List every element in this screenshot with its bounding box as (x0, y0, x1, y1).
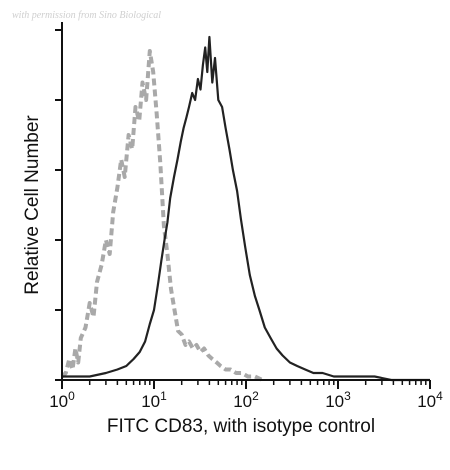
x-tick-label: 104 (417, 389, 443, 411)
watermark: with permission from Sino Biological (12, 10, 162, 21)
axis-layer (55, 22, 431, 389)
x-tick-label: 103 (325, 389, 351, 411)
cd83-series (62, 35, 430, 382)
x-tick-label: 101 (141, 389, 167, 411)
x-tick-label: 102 (233, 389, 259, 411)
y-axis-title: Relative Cell Number (22, 115, 43, 295)
isotype-control-series (60, 49, 264, 382)
label-layer: 100 101 102 103 104 (49, 389, 443, 411)
x-axis-title: FITC CD83, with isotype control (107, 416, 375, 437)
series-layer (60, 35, 430, 382)
x-tick-label: 100 (49, 389, 75, 411)
